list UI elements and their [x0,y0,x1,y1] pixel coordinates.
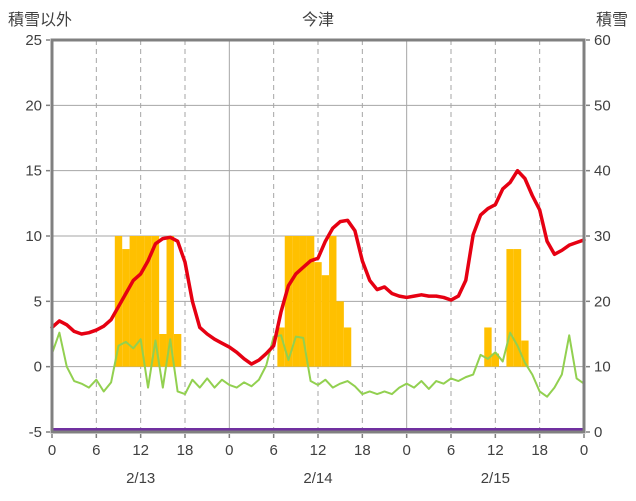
x-axis-tick-label: 12 [132,442,149,459]
left-axis-tick-label: 20 [25,97,42,114]
left-axis-title: 積雪以外 [8,12,73,29]
precip-bar [513,249,522,367]
left-axis-tick-label: 5 [34,293,42,310]
precip-bar [173,334,182,367]
left-axis-tick-label: -5 [29,424,42,441]
date-label: 2/14 [303,470,332,487]
precip-bar [292,236,300,367]
precip-bar [314,262,322,367]
plot-frame [50,38,586,434]
precip-bar [144,236,152,367]
precip-bar [491,353,500,367]
date-label: 2/13 [126,470,155,487]
green-line [51,331,585,398]
right-axis-tick-label: 40 [594,163,611,180]
x-axis-tick-label: 6 [92,442,100,459]
chart-title: 今津 [301,12,334,29]
precip-bar [114,236,123,367]
right-axis-tick-label: 10 [594,359,611,376]
precip-bar [166,236,174,367]
precip-bar [122,249,130,367]
left-axis-tick-label: 10 [25,228,42,245]
precip-bar [151,236,160,367]
x-axis-tick-label: 18 [531,442,548,459]
right-axis-tick-label: 20 [594,293,611,310]
right-axis-tick-label: 60 [594,32,611,49]
precip-bar [321,275,330,367]
x-axis-tick-label: 6 [447,442,455,459]
precip-bar [129,236,137,367]
left-axis-tick-label: 15 [25,163,42,180]
left-axis-tick-label: 0 [34,359,42,376]
precip-bar [277,327,285,367]
precip-bar [336,301,344,367]
date-label: 2/15 [481,470,510,487]
left-axis-tick-label: 25 [25,32,42,49]
precip-bar [284,236,293,367]
x-axis-tick-label: 12 [310,442,327,459]
precip-bar [484,327,492,367]
precip-bar [306,236,315,367]
x-axis-tick-label: 18 [354,442,371,459]
right-axis-tick-label: 0 [594,424,602,441]
precip-bar [521,340,529,367]
right-axis-tick-label: 50 [594,97,611,114]
x-axis-tick-label: 0 [225,442,233,459]
x-axis-tick-label: 6 [269,442,277,459]
precip-bar [159,334,167,367]
precip-bar [299,236,307,367]
x-axis-tick-label: 0 [402,442,410,459]
red-line [50,168,586,366]
precip-bar [136,236,145,367]
precip-bar [329,236,337,367]
x-axis-tick-label: 18 [177,442,194,459]
x-axis-tick-label: 12 [487,442,504,459]
right-axis-tick-label: 30 [594,228,611,245]
x-axis-tick-label: 0 [580,442,588,459]
x-axis-tick-label: 0 [48,442,56,459]
precip-bar [506,249,514,367]
right-axis-title: 積雪 [595,12,628,29]
precip-bar [343,327,352,367]
